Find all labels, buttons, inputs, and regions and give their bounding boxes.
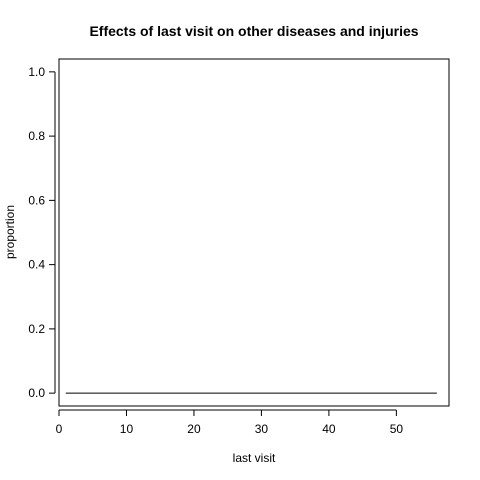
x-tick-label: 0 [56,422,63,436]
x-tick-label: 50 [390,422,404,436]
x-tick-label: 20 [187,422,201,436]
x-tick-label: 30 [255,422,269,436]
x-axis: 0 10 20 30 40 50 [56,409,404,436]
y-tick-label: 0.2 [28,322,45,336]
x-tick-label: 10 [120,422,134,436]
chart-title: Effects of last visit on other diseases … [89,23,418,39]
y-tick-label: 0.6 [28,193,45,207]
y-tick-label: 0.8 [28,129,45,143]
x-tick-label: 40 [322,422,336,436]
y-tick-label: 1.0 [28,65,45,79]
y-axis-label: proportion [3,205,17,259]
y-axis: 0.0 0.2 0.4 0.6 0.8 1.0 [28,65,56,400]
y-tick-label: 0.4 [28,258,45,272]
y-tick-label: 0.0 [28,386,45,400]
plot-frame [58,58,450,407]
x-axis-label: last visit [233,451,276,465]
